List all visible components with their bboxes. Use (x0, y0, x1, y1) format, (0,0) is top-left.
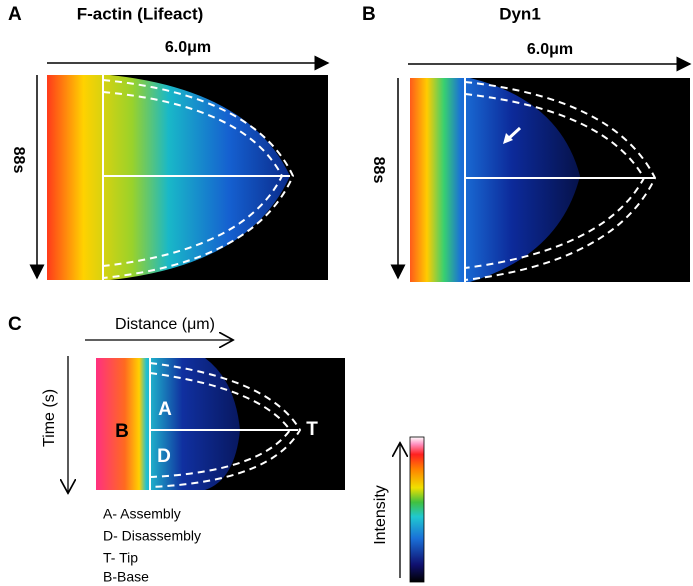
legend-item: T- Tip (103, 550, 138, 566)
panel-title: Dyn1 (499, 4, 541, 23)
panel-title: F-actin (Lifeact) (77, 4, 204, 23)
kymograph (410, 78, 690, 282)
kymograph (47, 75, 328, 280)
colorbar (409, 436, 425, 583)
panel-label: B (362, 4, 376, 25)
kymograph (96, 358, 345, 490)
marker-label: T (306, 419, 318, 440)
y-axis-label: 88s (370, 157, 387, 184)
y-axis-label: 88s (10, 147, 27, 174)
marker-label: B (115, 421, 129, 442)
marker-label: D (157, 446, 171, 467)
y-axis-label: Time (s) (41, 389, 58, 447)
legend-item: B-Base (103, 569, 149, 585)
x-axis-label: 6.0μm (527, 41, 573, 58)
legend-item: A- Assembly (103, 506, 181, 522)
panel-label: A (8, 4, 22, 25)
marker-label: A (158, 399, 172, 420)
panel-label: C (8, 314, 22, 335)
legend-item: D- Disassembly (103, 528, 201, 544)
colorbar-label: Intensity (372, 485, 389, 545)
x-axis-label: 6.0μm (165, 39, 211, 56)
x-axis-label: Distance (μm) (115, 316, 215, 333)
